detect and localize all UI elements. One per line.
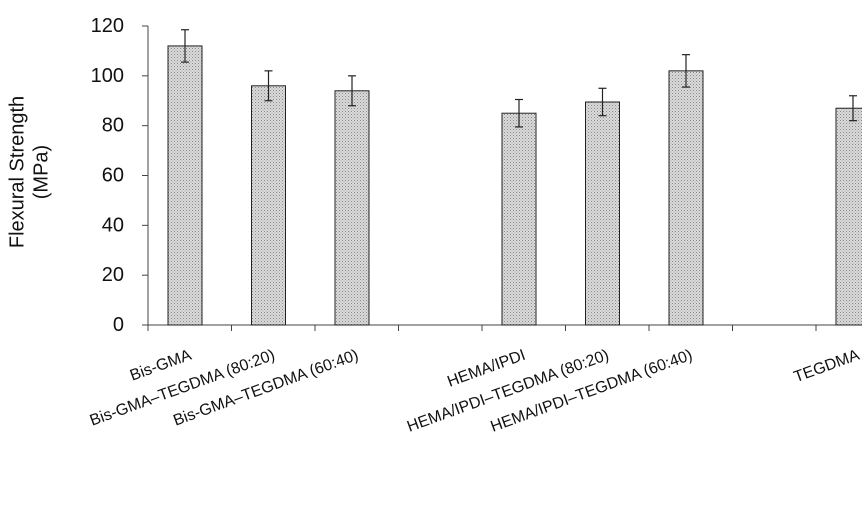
- y-axis-label-line: Flexural Strength: [6, 96, 28, 248]
- y-tick-label: 40: [102, 214, 124, 236]
- y-tick-label: 80: [102, 115, 124, 137]
- bar: [668, 70, 704, 326]
- bar: [167, 45, 203, 326]
- y-tick-label: 20: [102, 264, 124, 286]
- y-axis: 0 20 40 60 80 100 120: [91, 15, 149, 336]
- bar: [334, 90, 370, 326]
- bar: [251, 85, 286, 326]
- y-tick-label: 120: [91, 15, 124, 37]
- y-tick-label: 100: [91, 65, 124, 87]
- bar: [585, 101, 620, 326]
- y-tick-label: 0: [113, 314, 124, 336]
- bar-series: [167, 29, 862, 326]
- x-category-label: TEGDMA: [792, 347, 862, 387]
- y-axis-label-line: (MPa): [30, 145, 52, 199]
- y-tick-label: 60: [102, 165, 124, 187]
- bar: [835, 107, 862, 326]
- bar: [501, 112, 537, 326]
- y-axis-title: Flexural Strength (MPa): [6, 96, 52, 248]
